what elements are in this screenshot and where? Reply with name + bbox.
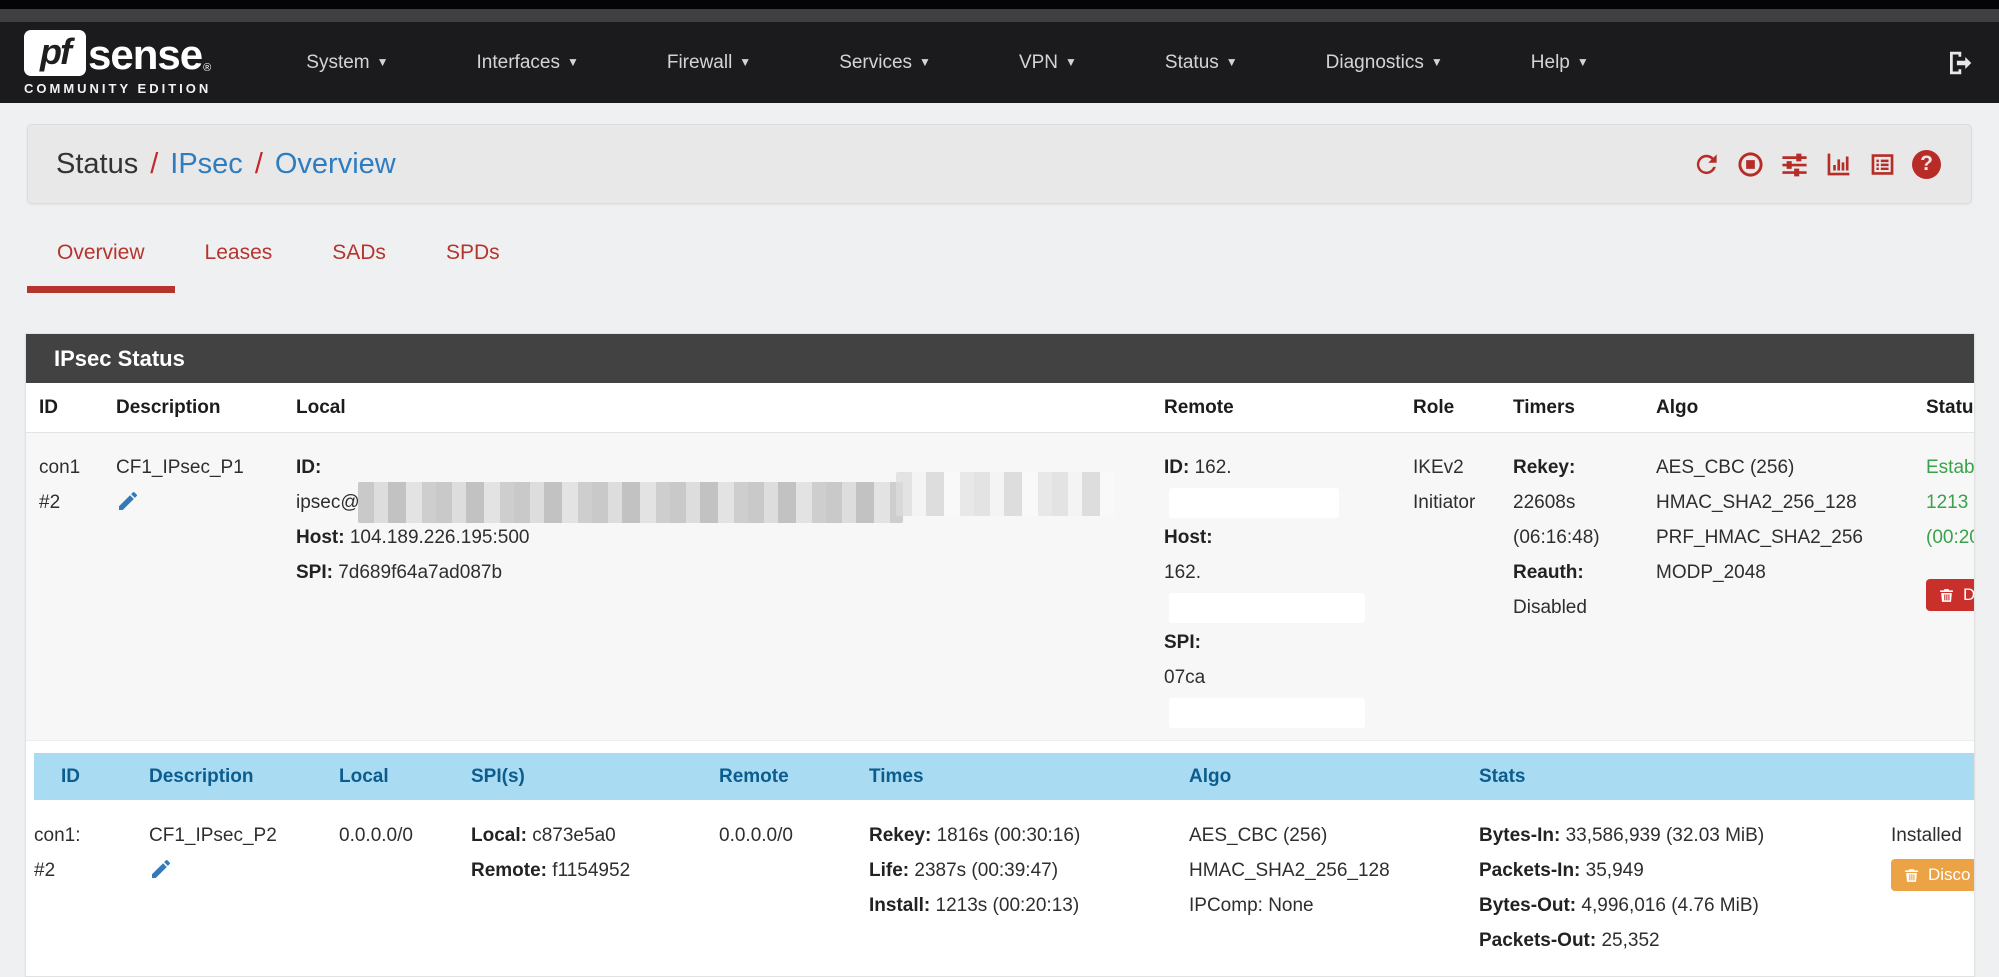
pf-logo-box: pf	[24, 29, 86, 76]
trash-icon	[1940, 588, 1953, 602]
child-sa-wrapper: ID Description Local SPI(s) Remote Times…	[26, 740, 1974, 976]
child-col-description: Description	[149, 753, 339, 800]
redaction-white	[1169, 592, 1365, 623]
chevron-down-icon: ▼	[566, 54, 579, 69]
breadcrumb-status: Status	[56, 147, 139, 180]
child-col-stats: Stats	[1479, 753, 1891, 800]
redaction-white	[1169, 697, 1365, 728]
ike-cell-local: ID: ipsec@a Host: 104.189.226.195:500 SP…	[283, 433, 1151, 740]
sliders-icon[interactable]	[1780, 150, 1809, 179]
ike-cell-timers: Rekey: 22608s (06:16:48) Reauth: Disable…	[1500, 433, 1643, 740]
col-header-role: Role	[1400, 383, 1500, 433]
chevron-down-icon: ▼	[376, 54, 389, 69]
col-header-algo: Algo	[1643, 383, 1913, 433]
menu-help[interactable]: Help ▼	[1530, 51, 1589, 73]
edit-p1-pencil-icon[interactable]	[116, 489, 140, 513]
ike-cell-description: CF1_IPsec_P1	[103, 433, 283, 740]
col-header-status: Status	[1913, 383, 1974, 433]
page-action-icons: ?	[1692, 149, 1941, 179]
col-header-description: Description	[103, 383, 283, 433]
menu-diagnostics[interactable]: Diagnostics ▼	[1325, 51, 1443, 73]
child-col-times: Times	[869, 753, 1189, 800]
child-cell-status: Installed Disco	[1891, 800, 1974, 968]
breadcrumb-ipsec-link[interactable]: IPsec	[170, 147, 243, 180]
child-cell-description: CF1_IPsec_P2	[149, 800, 339, 968]
disconnect-child-button[interactable]: Disco	[1891, 859, 1974, 891]
edit-p2-pencil-icon[interactable]	[149, 857, 173, 881]
tab-overview[interactable]: Overview	[27, 204, 175, 293]
menu-system[interactable]: System ▼	[306, 51, 389, 73]
child-cell-stats: Bytes-In: 33,586,939 (32.03 MiB) Packets…	[1479, 800, 1891, 968]
ike-cell-remote: ID: 162. Host: 162. SPI: 07ca	[1151, 433, 1400, 740]
child-col-blank	[1891, 753, 1974, 800]
col-header-remote: Remote	[1151, 383, 1400, 433]
child-col-spis: SPI(s)	[471, 753, 719, 800]
chevron-down-icon: ▼	[1065, 54, 1077, 69]
sign-out-icon[interactable]	[1945, 48, 1975, 78]
menu-status[interactable]: Status ▼	[1164, 51, 1238, 73]
child-cell-local: 0.0.0.0/0	[339, 800, 471, 968]
tab-spds[interactable]: SPDs	[445, 241, 500, 264]
child-cell-id: con1: #2	[34, 800, 149, 968]
log-list-icon[interactable]	[1868, 150, 1897, 179]
stop-icon[interactable]	[1736, 150, 1765, 179]
child-cell-spis: Local: c873e5a0 Remote: f1154952	[471, 800, 719, 968]
breadcrumb-overview-link[interactable]: Overview	[274, 147, 396, 180]
window-top-strip	[0, 0, 1999, 9]
col-header-local: Local	[283, 383, 1151, 433]
pf-logo-text: pf	[40, 30, 72, 72]
ike-sa-table: ID Description Local Remote Role Timers …	[26, 383, 1974, 740]
child-cell-algo: AES_CBC (256) HMAC_SHA2_256_128 IPComp: …	[1189, 800, 1479, 968]
sense-logo-text: sense	[88, 30, 203, 78]
redaction-white	[1169, 487, 1339, 518]
redaction-blur	[896, 472, 1114, 516]
col-header-timers: Timers	[1500, 383, 1643, 433]
col-header-id: ID	[26, 383, 103, 433]
child-col-remote: Remote	[719, 753, 869, 800]
tab-leases[interactable]: Leases	[204, 241, 273, 264]
redaction-blur	[358, 482, 903, 523]
panel-title: IPsec Status	[26, 334, 1974, 383]
breadcrumb-separator: /	[254, 147, 263, 180]
top-navbar: pf sense ® COMMUNITY EDITION System ▼ Int…	[0, 22, 1999, 103]
breadcrumb-separator: /	[150, 147, 159, 180]
help-icon[interactable]: ?	[1912, 149, 1941, 179]
chevron-down-icon: ▼	[739, 54, 752, 69]
menu-firewall[interactable]: Firewall ▼	[666, 51, 752, 73]
child-col-id: ID	[34, 753, 149, 800]
child-col-local: Local	[339, 753, 471, 800]
window-title-strip	[0, 9, 1999, 22]
ipsec-tabs: Overview Leases SADs SPDs	[27, 204, 1999, 293]
community-edition-label: COMMUNITY EDITION	[24, 80, 212, 96]
menu-interfaces[interactable]: Interfaces ▼	[476, 51, 579, 73]
ike-cell-id: con1 #2	[26, 433, 103, 740]
registered-mark: ®	[203, 61, 212, 74]
chevron-down-icon: ▼	[1225, 54, 1238, 69]
breadcrumb-bar: Status / IPsec / Overview ?	[27, 124, 1972, 204]
main-menu: System ▼ Interfaces ▼ Firewall ▼ Services ▼ …	[306, 52, 1588, 74]
chevron-down-icon: ▼	[1430, 54, 1443, 69]
tab-sads[interactable]: SADs	[332, 241, 386, 264]
bar-chart-icon[interactable]	[1824, 150, 1853, 179]
trash-icon	[1905, 868, 1918, 882]
child-cell-times: Rekey: 1816s (00:30:16) Life: 2387s (00:…	[869, 800, 1189, 968]
ike-cell-algo: AES_CBC (256) HMAC_SHA2_256_128 PRF_HMAC…	[1643, 433, 1913, 740]
pfsense-logo[interactable]: pf sense ® COMMUNITY EDITION	[24, 29, 212, 96]
ipsec-status-panel: IPsec Status ID Description Local Remote…	[25, 333, 1975, 977]
chevron-down-icon: ▼	[1576, 54, 1589, 69]
menu-services[interactable]: Services ▼	[839, 51, 931, 73]
ike-cell-role: IKEv2 Initiator	[1400, 433, 1500, 740]
child-sa-table: ID Description Local SPI(s) Remote Times…	[34, 753, 1974, 968]
menu-vpn[interactable]: VPN ▼	[1018, 51, 1077, 73]
child-col-algo: Algo	[1189, 753, 1479, 800]
ike-cell-status: Establ 1213 s (00:20 Dis	[1913, 433, 1974, 740]
child-cell-remote: 0.0.0.0/0	[719, 800, 869, 968]
refresh-icon[interactable]	[1692, 150, 1721, 179]
disconnect-button[interactable]: Dis	[1926, 579, 1974, 611]
chevron-down-icon: ▼	[919, 54, 931, 69]
